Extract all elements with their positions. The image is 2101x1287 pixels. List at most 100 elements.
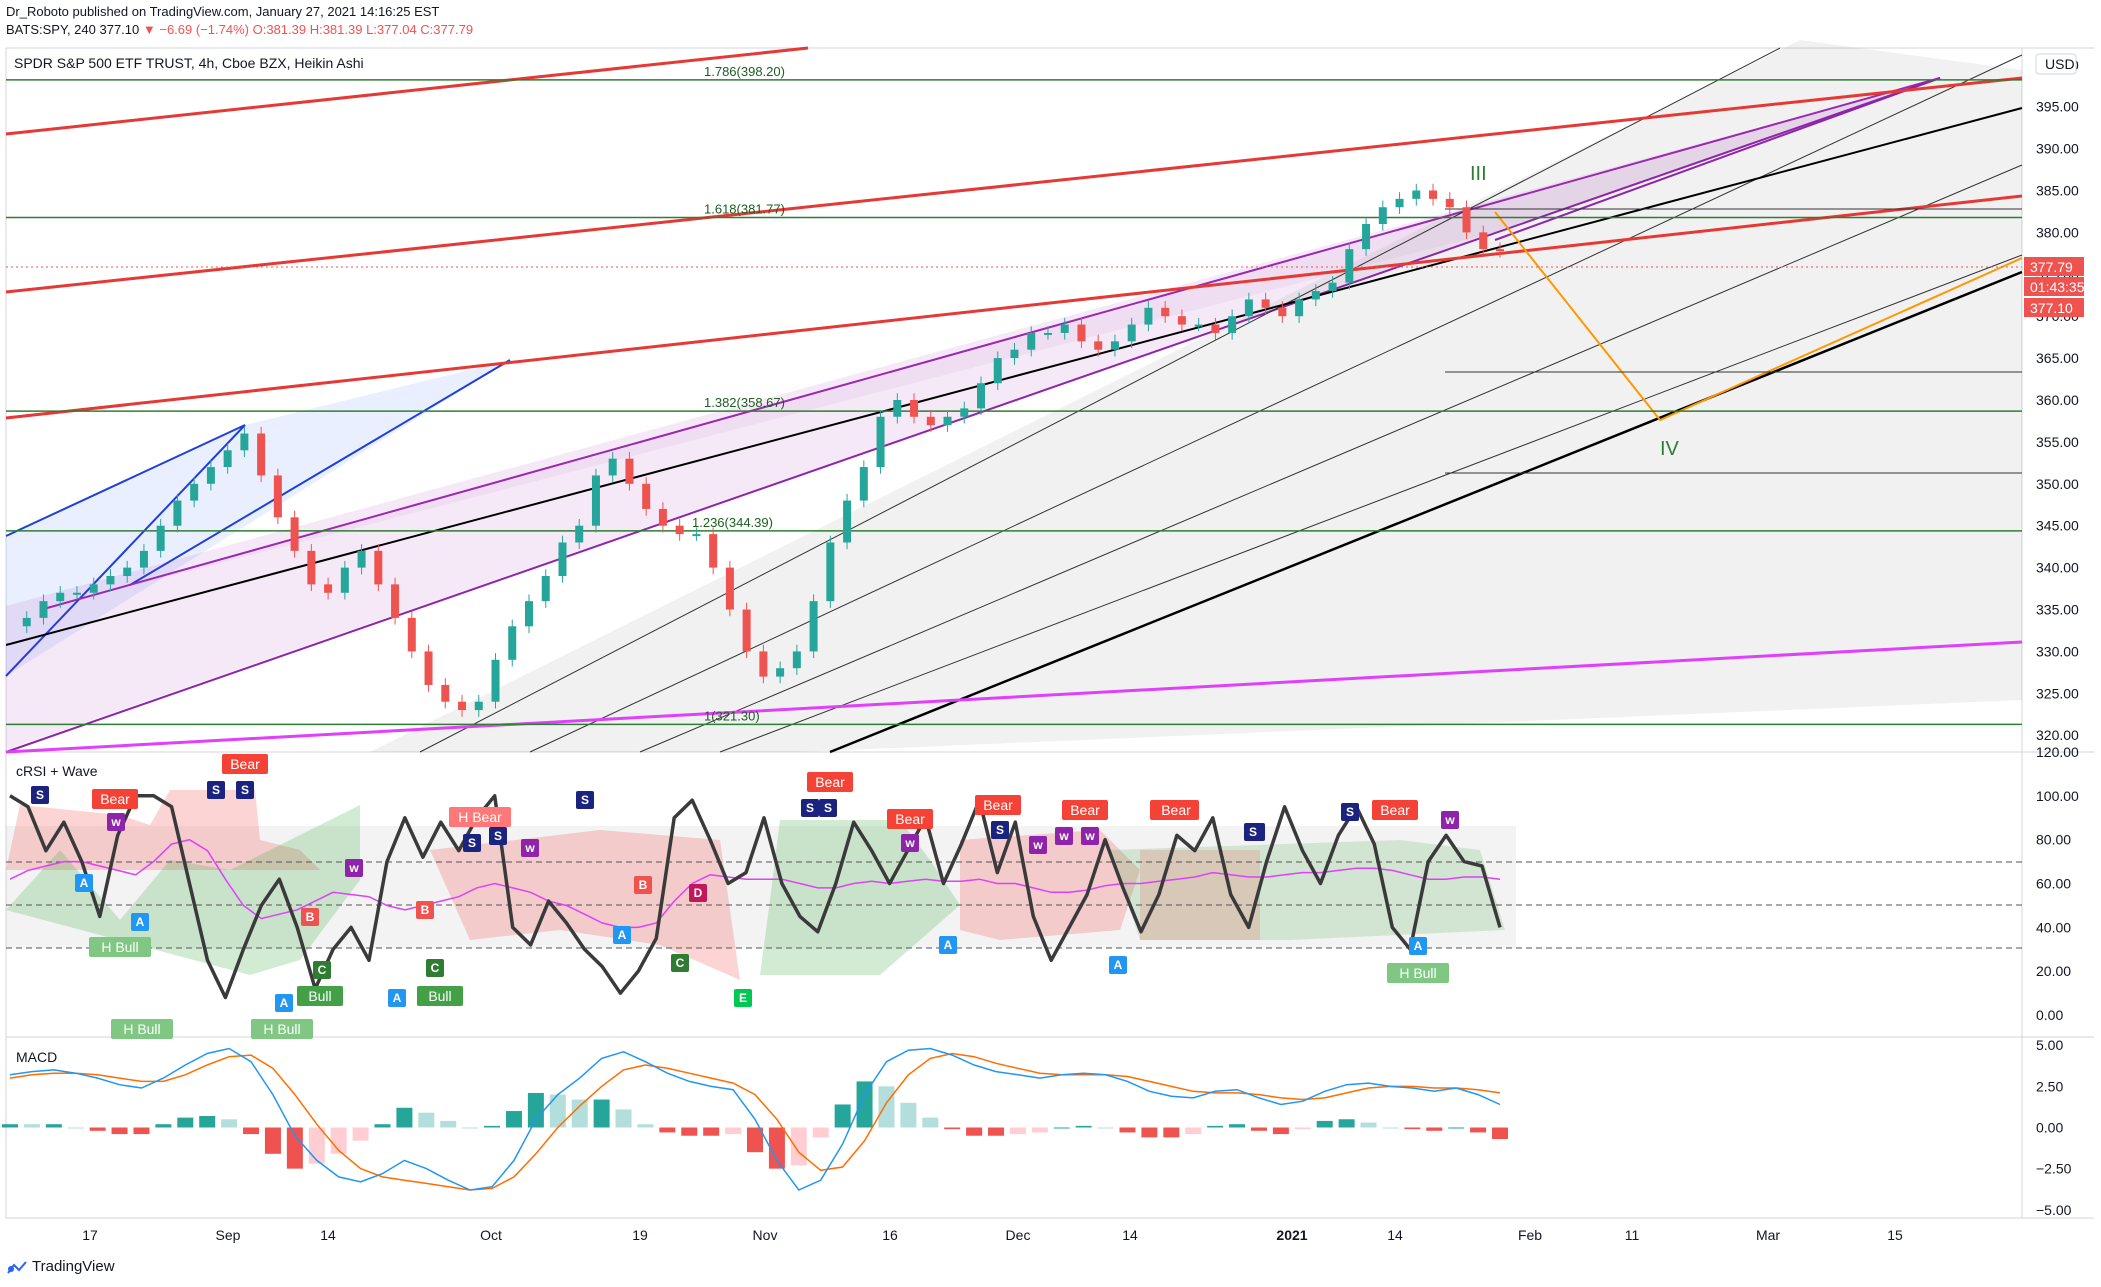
macd-hist-bar [1141,1127,1158,1138]
candle-body [89,584,98,593]
candle-body [993,358,1002,384]
wave-letter: w [345,859,363,877]
candle-body [1027,332,1036,350]
candle-body [173,500,182,526]
macd-hist-bar [1009,1127,1026,1135]
candle-body [223,450,232,468]
svg-text:H Bull: H Bull [263,1021,300,1037]
signal-tag: H Bull [89,937,151,957]
time-tick-label: 14 [320,1227,336,1243]
wave-label: III [1470,163,1487,185]
macd-hist-bar [593,1099,610,1128]
chart-title: SPDR S&P 500 ETF TRUST, 4h, Cboe BZX, He… [14,55,364,71]
symbol: BATS:SPY, 240 [6,22,96,37]
signal-tag: Bear [1153,800,1199,820]
candle-body [809,601,818,652]
svg-text:Bear: Bear [895,811,925,827]
signal-tag: Bear [807,772,853,792]
candle-body [1479,232,1488,250]
crsi-title: cRSI + Wave [16,763,98,779]
macd-hist-bar [1119,1127,1136,1133]
macd-hist-bar [1272,1127,1289,1135]
candle-body [307,550,316,585]
crsi-tick-label: 40.00 [2036,919,2071,935]
macd-hist-bar [155,1124,172,1128]
candle-body [591,475,600,526]
svg-text:w: w [1058,829,1069,843]
macd-tick-label: 2.50 [2036,1078,2063,1094]
price-tag: 377.10 [2024,298,2084,317]
magenta-line [5,640,2023,754]
currency-badge[interactable]: USD [2035,53,2077,75]
svg-text:A: A [944,938,953,952]
candle-body [1345,249,1354,283]
wave-letter: A [131,913,149,931]
price-tick-label: 325.00 [2036,685,2079,701]
macd-hist-bar [45,1124,62,1128]
currency-label: USD [2045,56,2075,72]
wave-letter: S [1244,823,1262,841]
candle-body [257,433,266,476]
tradingview-brand[interactable]: TradingView [6,1258,115,1275]
macd-hist-bar [505,1111,522,1128]
svg-text:S: S [996,823,1004,837]
candle-body [960,408,969,417]
candle-body [675,525,684,535]
macd-tick-label: −5.00 [2036,1202,2072,1218]
svg-text:A: A [393,991,402,1005]
candle-body [876,416,885,468]
time-tick-label: Nov [753,1227,778,1243]
wave-letter: w [901,834,919,852]
blue-line-ext [129,359,511,586]
price-tick-label: 360.00 [2036,392,2079,408]
macd-hist-bar [286,1127,303,1169]
candle-body [1295,299,1304,317]
candle-body [742,609,751,652]
signal-tag: Bear [1372,800,1418,820]
svg-text:A: A [1414,939,1423,953]
svg-text:377.10: 377.10 [2030,300,2073,316]
macd-hist-bar [1097,1127,1114,1129]
svg-text:w: w [110,815,121,829]
blue-line-upper [5,424,246,537]
macd-hist-bar [177,1117,194,1128]
candle-body [608,458,617,476]
fib-label: 1.236(344.39) [692,515,773,530]
candle-body [1177,316,1186,325]
wave-letter: S [463,834,481,852]
candle-body [843,500,852,543]
candle-body [1043,332,1052,335]
macd-line [9,1047,1501,1191]
publisher-line: Dr_Roboto published on TradingView.com, … [6,4,440,19]
svg-text:S: S [1346,805,1354,819]
macd-axis: 5.00 2.50 0.00 −2.50 −5.00 [2036,1037,2072,1218]
macd-hist-bar [615,1109,632,1128]
macd-hist-bar [308,1127,325,1164]
signal-tag: H Bull [1387,963,1449,983]
time-tick-label: Dec [1006,1227,1031,1243]
wave-letter: E [734,989,752,1007]
crsi-tick-label: 120.00 [2036,744,2079,760]
macd-hist-bar [221,1119,238,1128]
price-tick-label: 380.00 [2036,224,2079,240]
svg-text:Bear: Bear [230,756,260,772]
ohlc-values: O:381.39 H:381.39 L:377.04 C:377.79 [252,22,474,37]
price-tick-label: 320.00 [2036,727,2079,743]
wave-letter: D [689,884,707,902]
svg-text:A: A [136,915,145,929]
wave-letter: S [991,821,1009,839]
candle-body [1211,324,1220,333]
fib-label: 1.382(358.67) [704,395,785,410]
price-overlays [5,40,2023,754]
candle-body [725,567,734,610]
signal-tag: Bear [975,795,1021,815]
wave-label: IV [1660,438,1680,460]
candle-body [826,542,835,602]
price-axis: 320.00 325.00 330.00 335.00 340.00 345.00 350.… [2036,57,2079,743]
macd-title: MACD [16,1049,57,1065]
wave-letter: w [1441,811,1459,829]
candle-body [709,534,718,568]
macd-hist-bar [264,1127,281,1154]
